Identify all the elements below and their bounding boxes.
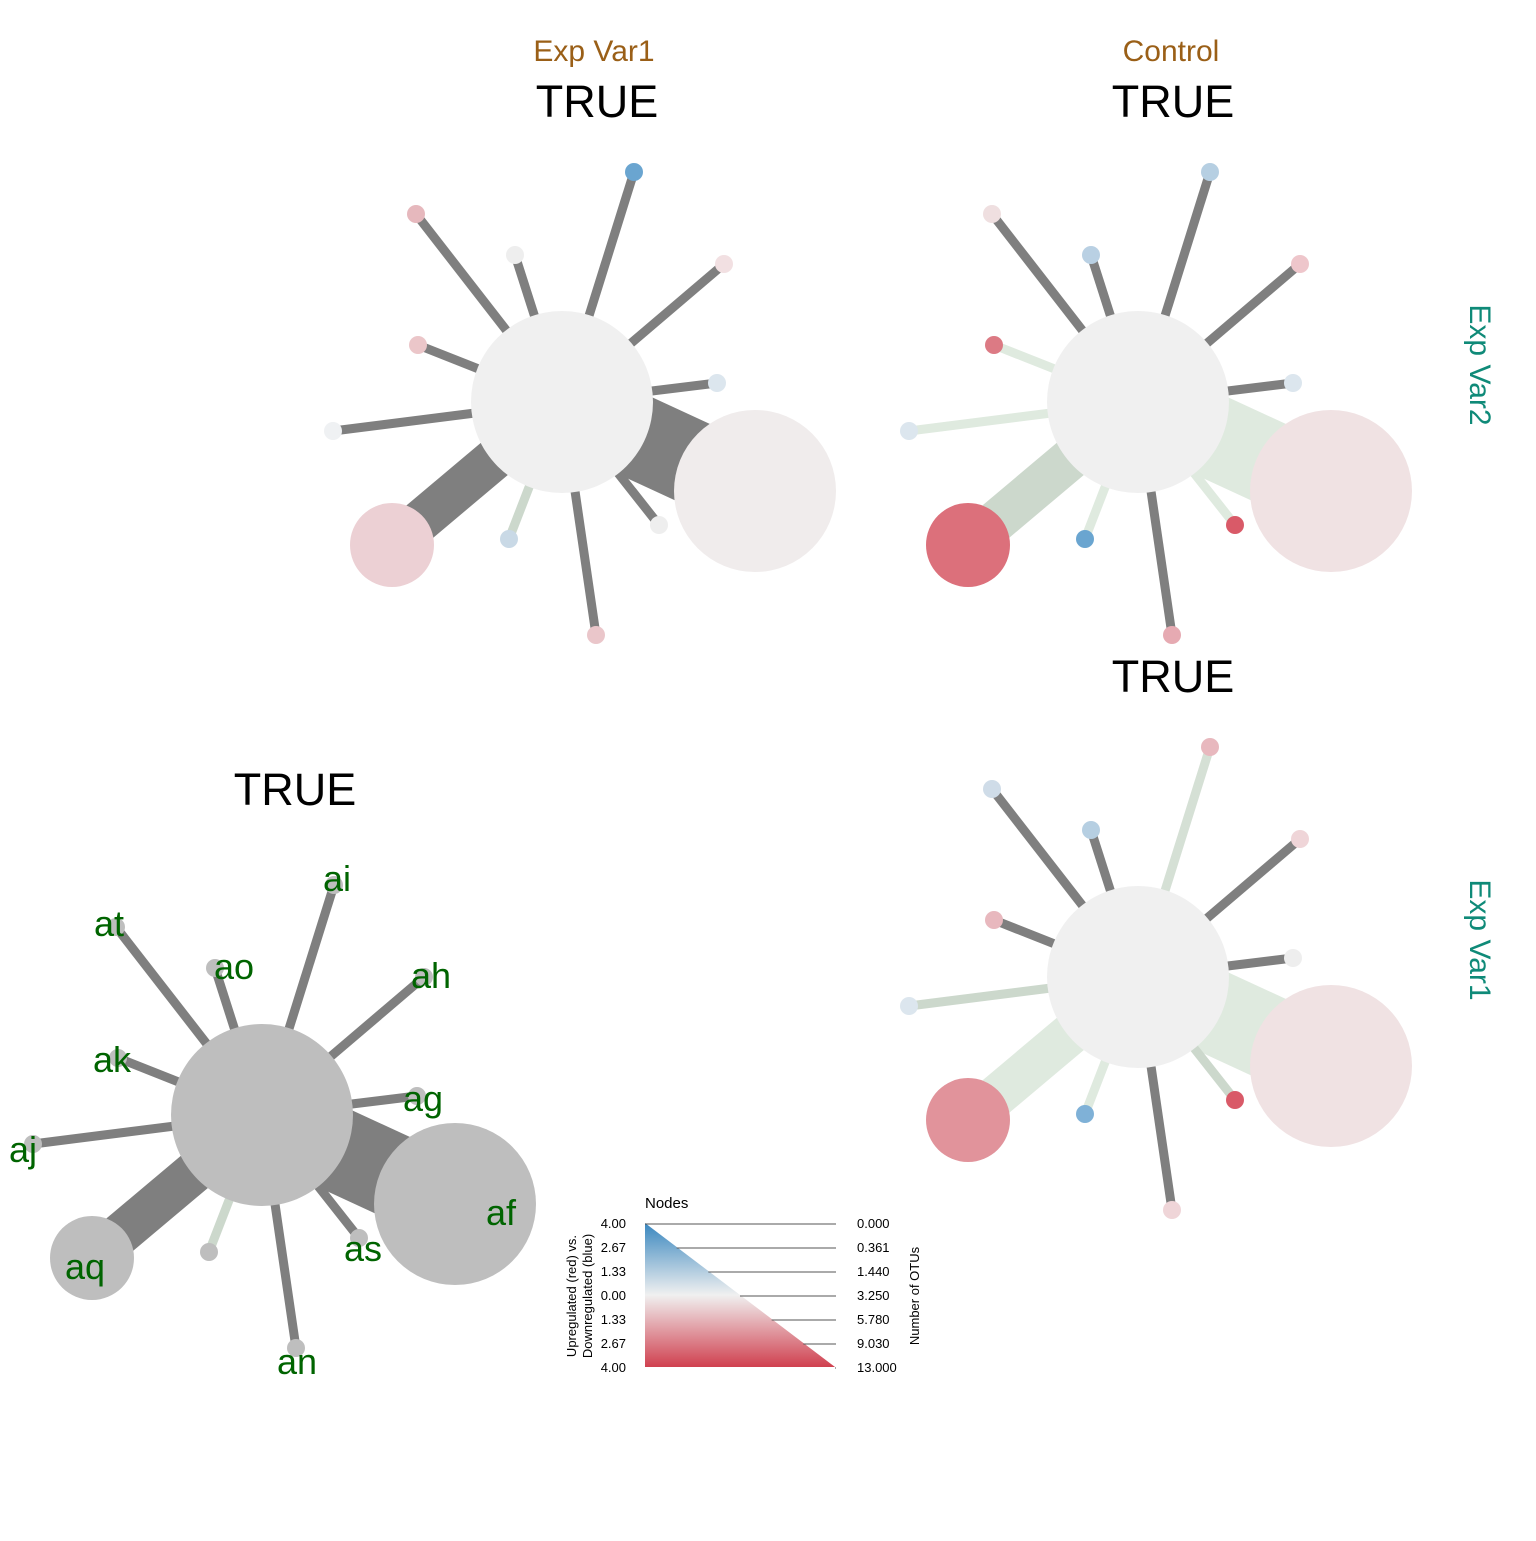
node-as xyxy=(650,516,668,534)
legend-color-tick: 1.33 xyxy=(601,1312,626,1327)
node-ar xyxy=(1076,530,1094,548)
node-at xyxy=(983,780,1001,798)
legend-size-tick: 13.000 xyxy=(857,1360,897,1375)
node-label-ak: ak xyxy=(93,1039,132,1080)
legend-title: Nodes xyxy=(645,1195,688,1212)
node-aj xyxy=(324,422,342,440)
node-aq xyxy=(350,503,434,587)
node-ai xyxy=(325,876,343,894)
legend-color-tick: 4.00 xyxy=(601,1216,626,1231)
node-label-as: as xyxy=(344,1228,382,1269)
tree-panel-key: af ag ah ai aj ak an ao aq as at xyxy=(9,858,536,1382)
node-an xyxy=(1163,626,1181,644)
node-ah xyxy=(715,255,733,273)
node-aq xyxy=(926,503,1010,587)
tree-panel-control-vs-exp-var1 xyxy=(900,738,1412,1219)
node-root xyxy=(471,311,653,493)
node-root xyxy=(171,1024,353,1206)
node-as xyxy=(1226,516,1244,534)
node-ao xyxy=(1082,821,1100,839)
node-ah xyxy=(415,968,433,986)
node-label-ag: ag xyxy=(403,1078,443,1119)
legend-color-tick: 0.00 xyxy=(601,1288,626,1303)
node-ak xyxy=(985,911,1003,929)
node-label-ao: ao xyxy=(214,946,254,987)
node-ao xyxy=(1082,246,1100,264)
node-aj xyxy=(900,997,918,1015)
node-ar xyxy=(200,1243,218,1261)
node-an xyxy=(287,1339,305,1357)
legend: Nodes Upregulated (red) vs. Downregulate… xyxy=(564,1195,922,1375)
column-label-control: Control xyxy=(1123,35,1220,68)
node-ag xyxy=(1284,949,1302,967)
legend-size-tick: 3.250 xyxy=(857,1288,890,1303)
panel-title-control-vs-exp-var2: TRUE xyxy=(1112,76,1235,127)
node-af xyxy=(374,1123,536,1285)
legend-color-tick: 2.67 xyxy=(601,1336,626,1351)
legend-size-tick: 0.361 xyxy=(857,1240,890,1255)
node-ah xyxy=(1291,830,1309,848)
legend-color-tick: 2.67 xyxy=(601,1240,626,1255)
node-label-aq: aq xyxy=(65,1246,105,1287)
node-ar xyxy=(500,530,518,548)
panel-title-exp-var1-vs-exp-var2: TRUE xyxy=(536,76,659,127)
node-label-af: af xyxy=(486,1192,517,1233)
legend-color-axis-title-line1: Upregulated (red) vs. xyxy=(564,1235,579,1357)
node-at xyxy=(983,205,1001,223)
node-ao xyxy=(206,959,224,977)
panel-title-key: TRUE xyxy=(234,764,357,815)
node-root xyxy=(1047,311,1229,493)
panel-title-control-vs-exp-var1: TRUE xyxy=(1112,651,1235,702)
legend-size-tick: 1.440 xyxy=(857,1264,890,1279)
row-label-exp-var1: Exp Var1 xyxy=(1463,879,1496,1000)
legend-size-tick: 9.030 xyxy=(857,1336,890,1351)
node-as xyxy=(350,1229,368,1247)
node-label-an: an xyxy=(277,1341,317,1382)
node-an xyxy=(1163,1201,1181,1219)
node-ah xyxy=(1291,255,1309,273)
row-label-exp-var2: Exp Var2 xyxy=(1463,304,1496,425)
node-aj xyxy=(900,422,918,440)
node-label-aj: aj xyxy=(9,1129,37,1170)
node-ai xyxy=(625,163,643,181)
node-ar xyxy=(1076,1105,1094,1123)
node-label-at: at xyxy=(94,903,124,944)
node-ag xyxy=(408,1087,426,1105)
column-label-exp-var1: Exp Var1 xyxy=(533,35,654,68)
legend-color-tick: 4.00 xyxy=(601,1360,626,1375)
node-aj xyxy=(24,1135,42,1153)
node-ak xyxy=(409,336,427,354)
node-ak xyxy=(985,336,1003,354)
tree-panel-control-vs-exp-var2 xyxy=(900,163,1412,644)
legend-size-axis-title: Number of OTUs xyxy=(907,1246,922,1345)
node-ag xyxy=(708,374,726,392)
node-root xyxy=(1047,886,1229,1068)
legend-color-size-wedge xyxy=(645,1223,835,1367)
node-as xyxy=(1226,1091,1244,1109)
node-label-ai: ai xyxy=(323,858,351,899)
node-af xyxy=(674,410,836,572)
node-ao xyxy=(506,246,524,264)
legend-color-axis-title-line2: Downregulated (blue) xyxy=(580,1234,595,1358)
legend-size-tick: 5.780 xyxy=(857,1312,890,1327)
node-an xyxy=(587,626,605,644)
node-label-ah: ah xyxy=(411,955,451,996)
legend-ticks: 4.00 0.000 2.67 0.361 1.33 1.440 0.00 3.250 1.33… xyxy=(601,1216,897,1375)
node-ak xyxy=(109,1049,127,1067)
node-at xyxy=(107,918,125,936)
node-af xyxy=(1250,985,1412,1147)
node-at xyxy=(407,205,425,223)
node-af xyxy=(1250,410,1412,572)
legend-size-tick: 0.000 xyxy=(857,1216,890,1231)
node-ai xyxy=(1201,738,1219,756)
node-aq xyxy=(926,1078,1010,1162)
tree-panel-exp-var1-vs-exp-var2 xyxy=(324,163,836,644)
node-aq xyxy=(50,1216,134,1300)
node-ag xyxy=(1284,374,1302,392)
node-ai xyxy=(1201,163,1219,181)
legend-color-tick: 1.33 xyxy=(601,1264,626,1279)
